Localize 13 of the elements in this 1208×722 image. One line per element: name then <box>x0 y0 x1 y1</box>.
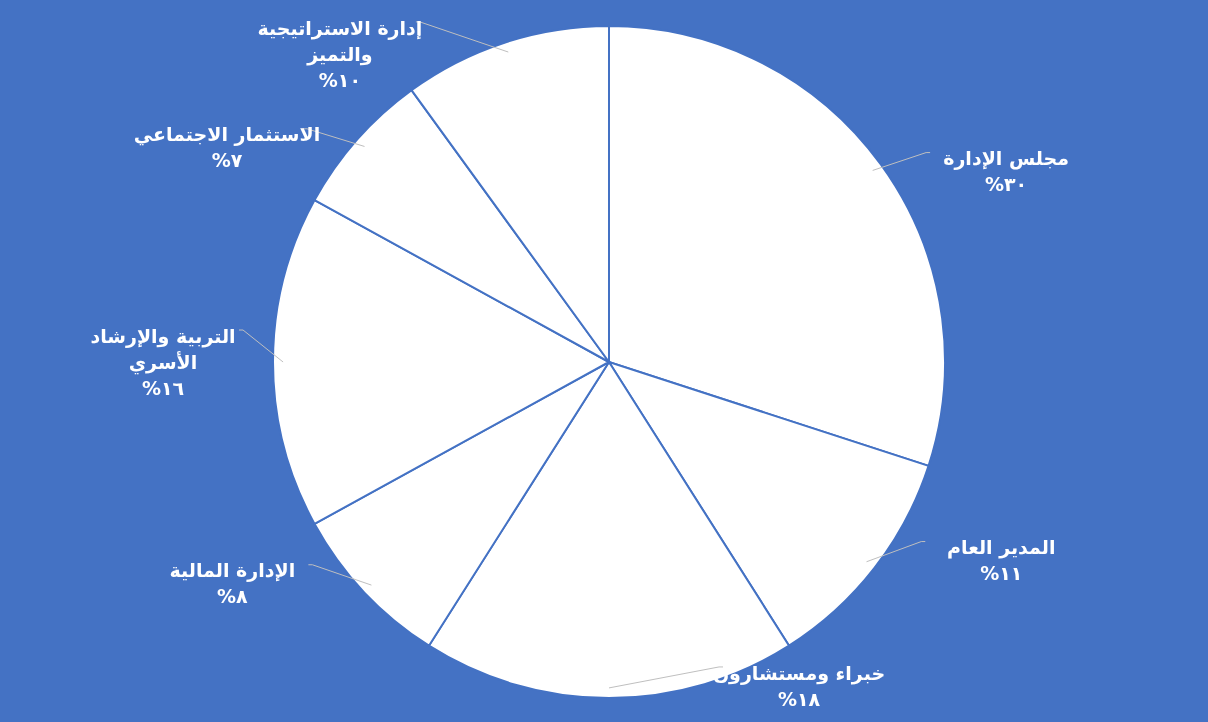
data-label: ١٠% <box>318 68 362 91</box>
data-label: ١٦% <box>141 376 185 399</box>
data-label: ٨% <box>217 585 249 608</box>
slice-label: التربية والإرشاد الأسري <box>90 324 236 375</box>
slice-label: الاستثمار الاجتماعي <box>133 123 321 147</box>
data-label: ١٨% <box>777 687 821 710</box>
data-label: ٧% <box>211 149 243 172</box>
data-label: ٣٠% <box>984 173 1028 196</box>
slice-label: إدارة الاستراتيجية والتميز <box>257 16 423 66</box>
data-label: ١١% <box>980 562 1023 585</box>
slice-label: المدير العام <box>947 536 1056 560</box>
slice-label: الإدارة المالية <box>169 559 296 583</box>
slice-label: مجلس الإدارة <box>943 147 1069 171</box>
